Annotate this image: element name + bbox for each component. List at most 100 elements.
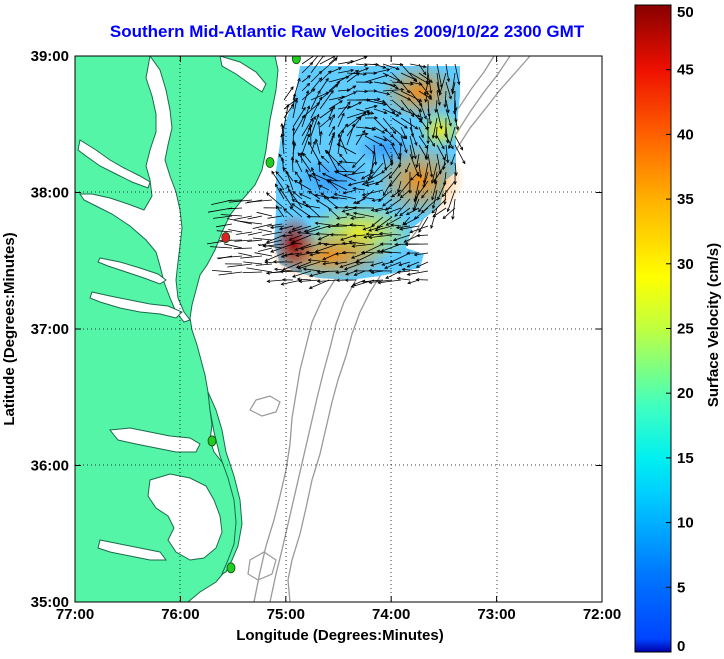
velocity-arrow bbox=[454, 108, 457, 123]
velocity-arrow bbox=[284, 252, 303, 256]
velocity-arrow bbox=[406, 207, 420, 215]
velocity-arrow-head bbox=[290, 241, 294, 245]
velocity-arrow bbox=[291, 157, 294, 173]
velocity-arrow-head bbox=[373, 104, 378, 109]
velocity-arrow-head bbox=[369, 175, 374, 179]
velocity-arrow-head bbox=[448, 95, 452, 100]
velocity-arrow bbox=[346, 117, 362, 137]
velocity-arrow-head bbox=[383, 102, 387, 106]
velocity-arrow bbox=[454, 90, 456, 114]
velocity-arrow bbox=[435, 126, 438, 139]
velocity-arrow bbox=[240, 255, 263, 259]
river-york bbox=[97, 257, 167, 285]
radar-station-marker bbox=[221, 232, 231, 243]
velocity-arrow-head bbox=[392, 130, 397, 135]
velocity-arrow bbox=[373, 90, 390, 95]
velocity-arrow-head bbox=[431, 196, 435, 201]
velocity-arrow bbox=[413, 189, 420, 211]
velocity-arrow-head bbox=[302, 267, 307, 271]
velocity-arrow bbox=[391, 81, 414, 85]
velocity-arrow bbox=[373, 144, 377, 165]
velocity-arrow-head bbox=[379, 242, 384, 246]
velocity-arrow bbox=[407, 279, 420, 284]
velocity-arrow bbox=[292, 107, 306, 128]
velocity-arrow bbox=[416, 261, 429, 268]
velocity-arrow bbox=[439, 72, 447, 96]
velocity-arrow-head bbox=[423, 115, 427, 120]
velocity-arrow-head bbox=[280, 133, 284, 138]
velocity-arrow-head bbox=[446, 78, 451, 83]
velocity-arrow-head bbox=[328, 116, 332, 121]
velocity-arrow-head bbox=[389, 159, 393, 164]
velocity-arrow bbox=[431, 198, 447, 214]
velocity-arrow bbox=[418, 108, 423, 121]
velocity-arrow bbox=[382, 99, 395, 114]
velocity-arrow bbox=[427, 153, 433, 177]
velocity-arrow-head bbox=[333, 205, 338, 210]
velocity-arrow bbox=[278, 153, 285, 164]
velocity-arrow bbox=[319, 56, 336, 65]
velocity-arrow bbox=[427, 72, 432, 94]
velocity-arrow-head bbox=[316, 113, 320, 118]
velocity-arrow bbox=[354, 270, 366, 276]
velocity-arrow-head bbox=[346, 88, 351, 92]
velocity-arrow bbox=[355, 261, 375, 263]
pamlico-sound bbox=[147, 473, 223, 561]
velocity-arrow-head bbox=[428, 121, 432, 126]
velocity-arrow bbox=[306, 251, 330, 254]
velocity-arrow-head bbox=[437, 101, 441, 106]
velocity-arrow bbox=[400, 72, 417, 81]
velocity-arrow-head bbox=[416, 173, 420, 177]
velocity-arrow bbox=[437, 180, 447, 200]
y-tick-label: 35:00 bbox=[31, 594, 69, 611]
velocity-arrow-head bbox=[273, 267, 278, 272]
velocity-arrow-head bbox=[305, 89, 310, 94]
x-tick-label: 75:00 bbox=[267, 606, 305, 623]
velocity-arrow bbox=[337, 60, 354, 65]
velocity-arrow bbox=[280, 270, 303, 273]
velocity-arrow bbox=[423, 171, 429, 188]
velocity-arrow-head bbox=[302, 114, 306, 119]
velocity-arrow-head bbox=[331, 134, 335, 138]
velocity-arrow bbox=[344, 261, 366, 270]
velocity-arrow-head bbox=[280, 122, 284, 127]
velocity-arrow-head bbox=[358, 116, 362, 121]
velocity-arrow bbox=[334, 170, 357, 182]
velocity-arrow-head bbox=[382, 203, 386, 207]
colorbar-label: Surface Velocity (cm/s) bbox=[705, 243, 722, 407]
velocity-arrow bbox=[289, 234, 303, 241]
velocity-arrow bbox=[385, 207, 402, 214]
velocity-arrow-head bbox=[317, 89, 321, 94]
velocity-arrow-head bbox=[361, 192, 366, 197]
velocity-arrow bbox=[445, 135, 454, 149]
velocity-arrow bbox=[297, 152, 312, 173]
velocity-arrow bbox=[258, 239, 283, 247]
velocity-arrow-head bbox=[286, 103, 290, 108]
velocity-arrow bbox=[326, 179, 348, 191]
velocity-arrow-head bbox=[360, 250, 365, 255]
velocity-arrow-head bbox=[454, 107, 458, 112]
velocity-arrow-head bbox=[394, 242, 398, 247]
velocity-arrow-head bbox=[353, 269, 358, 273]
velocity-arrow-head bbox=[331, 131, 335, 136]
velocity-arrow bbox=[353, 212, 375, 218]
velocity-arrow-head bbox=[269, 225, 274, 230]
velocity-arrow bbox=[416, 234, 429, 237]
colorbar-tick-label: 5 bbox=[677, 579, 685, 596]
velocity-arrow-head bbox=[395, 66, 400, 71]
velocity-arrow-head bbox=[291, 199, 296, 203]
velocity-arrow-head bbox=[428, 94, 432, 99]
velocity-arrow-head bbox=[385, 210, 390, 215]
velocity-arrow bbox=[409, 144, 414, 159]
velocity-arrow bbox=[382, 126, 394, 138]
velocity-arrow-head bbox=[398, 262, 402, 267]
velocity-arrow-head bbox=[318, 96, 323, 101]
velocity-arrow bbox=[343, 189, 357, 194]
velocity-arrow bbox=[382, 261, 393, 266]
velocity-arrow-head bbox=[367, 176, 371, 181]
velocity-arrow-head bbox=[374, 208, 379, 213]
velocity-arrow bbox=[220, 214, 243, 217]
velocity-arrow bbox=[292, 191, 303, 200]
radar-station-marker bbox=[226, 562, 236, 574]
velocity-arrow-head bbox=[401, 135, 406, 139]
